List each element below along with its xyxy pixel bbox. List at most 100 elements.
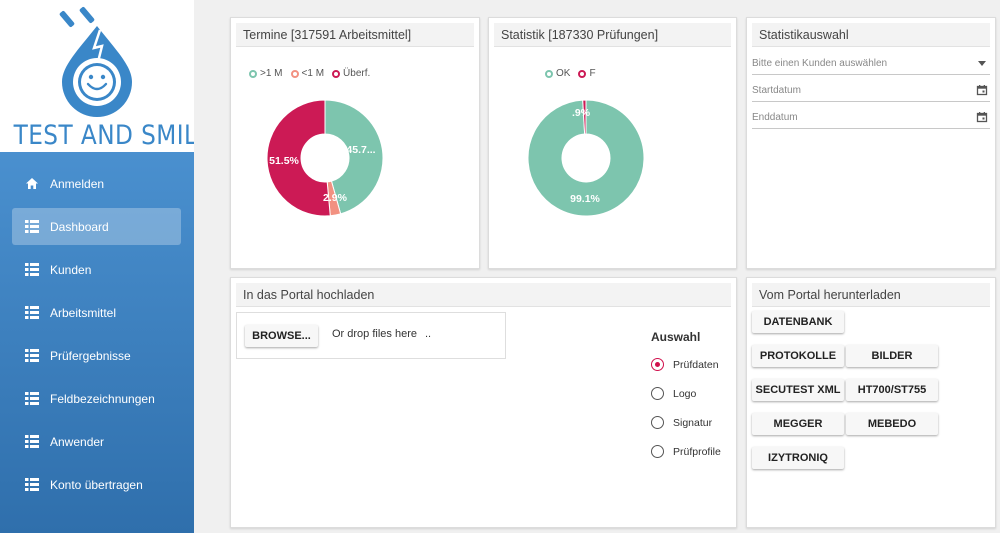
download-button-secutest-xml[interactable]: SECUTEST XML — [752, 379, 844, 401]
calendar-icon[interactable] — [976, 84, 988, 99]
list-icon — [24, 435, 39, 449]
legend-item[interactable]: >1 M — [249, 68, 283, 79]
pie-data-label: 99.1% — [570, 193, 600, 205]
list-icon — [24, 306, 39, 320]
termine-donut-chart: 45.7... 2.9% 51.5% — [266, 99, 384, 217]
home-icon — [24, 177, 39, 191]
legend-label: <1 M — [301, 68, 325, 79]
upload-card: In das Portal hochladen BROWSE... Or dro… — [230, 277, 737, 528]
customer-select[interactable]: Bitte einen Kunden auswählen — [752, 51, 990, 75]
radio-button-icon[interactable] — [651, 358, 664, 371]
start-date-field[interactable]: Startdatum — [752, 78, 990, 102]
pie-data-label: .9% — [572, 107, 591, 119]
sidebar-item-pr-fergebnisse[interactable]: Prüfergebnisse — [12, 337, 181, 374]
pie-data-label: 2.9% — [323, 192, 348, 204]
pie-data-label: 51.5% — [269, 155, 299, 167]
main-content: Termine [317591 Arbeitsmittel] >1 M <1 M Ü… — [194, 0, 1000, 533]
legend-marker-icon — [545, 69, 553, 78]
statistikauswahl-card: Statistikauswahl Bitte einen Kunden ausw… — [746, 17, 996, 269]
logo-area: TEST AND SMILE — [0, 0, 213, 152]
list-icon — [24, 263, 39, 277]
brand-logo-icon — [59, 6, 132, 117]
download-button-ht700-st755[interactable]: HT700/ST755 — [846, 379, 938, 401]
caret-down-icon[interactable] — [976, 57, 988, 72]
sidebar-item-label: Prüfergebnisse — [50, 348, 131, 363]
download-card: Vom Portal herunterladen DATENBANK PROTOK… — [746, 277, 996, 528]
sidebar-item-arbeitsmittel[interactable]: Arbeitsmittel — [12, 294, 181, 331]
radio-option-pr-fprofile[interactable]: Prüfprofile — [651, 445, 721, 458]
sidebar-item-label: Dashboard — [50, 219, 109, 234]
sidebar-nav: Anmelden Dashboard Kunden Arbeitsmittel Prüf… — [0, 152, 194, 533]
legend-item[interactable]: F — [578, 68, 596, 79]
sidebar-item-label: Arbeitsmittel — [50, 305, 117, 320]
download-title: Vom Portal herunterladen — [752, 283, 990, 307]
download-button-datenbank[interactable]: DATENBANK — [752, 311, 844, 333]
radio-option-pr-fdaten[interactable]: Prüfdaten — [651, 358, 719, 371]
auswahl-heading: Auswahl — [651, 330, 701, 344]
statistik-card: Statistik [187330 Prüfungen] OK F 99.1% .9… — [488, 17, 737, 269]
list-icon — [24, 349, 39, 363]
statistikauswahl-title: Statistikauswahl — [752, 23, 990, 47]
radio-button-icon[interactable] — [651, 387, 664, 400]
pie-slice-f[interactable] — [582, 99, 587, 135]
list-icon — [24, 220, 39, 234]
sidebar-item-label: Konto übertragen — [50, 477, 143, 492]
statistik-legend: OK F — [545, 68, 596, 79]
radio-button-icon[interactable] — [651, 445, 664, 458]
sidebar-item-kunden[interactable]: Kunden — [12, 251, 181, 288]
legend-label: OK — [556, 68, 571, 79]
legend-marker-icon — [249, 69, 257, 78]
legend-label: F — [589, 68, 596, 79]
legend-item[interactable]: Überf. — [332, 68, 370, 79]
drop-files-dots: .. — [425, 328, 432, 340]
sidebar: TEST AND SMILE Anmelden Dashboard Kunden Ar… — [0, 0, 213, 533]
pie-slice-ok[interactable] — [527, 99, 645, 217]
radio-option-label: Signatur — [673, 416, 713, 429]
legend-item[interactable]: OK — [545, 68, 570, 79]
start-date-label: Startdatum — [752, 85, 801, 96]
statistik-donut-chart: 99.1% .9% — [527, 99, 645, 217]
legend-label: >1 M — [260, 68, 283, 79]
legend-marker-icon — [578, 69, 587, 78]
sidebar-item-dashboard[interactable]: Dashboard — [12, 208, 181, 245]
brand-name: TEST AND SMILE — [13, 120, 213, 151]
legend-label: Überf. — [343, 68, 371, 79]
calendar-icon[interactable] — [976, 111, 988, 126]
sidebar-item-anmelden[interactable]: Anmelden — [12, 165, 181, 202]
sidebar-item-anwender[interactable]: Anwender — [12, 423, 181, 460]
sidebar-item-label: Kunden — [50, 262, 92, 277]
sidebar-item-feldbezeichnungen[interactable]: Feldbezeichnungen — [12, 380, 181, 417]
browse-button[interactable]: BROWSE... — [245, 325, 318, 347]
download-button-bilder[interactable]: BILDER — [846, 345, 938, 367]
sidebar-item-konto-bertragen[interactable]: Konto übertragen — [12, 466, 181, 503]
download-button-mebedo[interactable]: MEBEDO — [846, 413, 938, 435]
list-icon — [24, 392, 39, 406]
termine-card: Termine [317591 Arbeitsmittel] >1 M <1 M Ü… — [230, 17, 480, 269]
radio-option-logo[interactable]: Logo — [651, 387, 696, 400]
drop-files-text: Or drop files here — [332, 328, 417, 340]
radio-option-signatur[interactable]: Signatur — [651, 416, 712, 429]
pie-data-label: 45.7... — [346, 144, 375, 156]
legend-marker-icon — [290, 69, 299, 78]
radio-button-icon[interactable] — [651, 416, 664, 429]
end-date-field[interactable]: Enddatum — [752, 105, 990, 129]
list-icon — [24, 478, 39, 492]
upload-title: In das Portal hochladen — [236, 283, 731, 307]
customer-select-placeholder: Bitte einen Kunden auswählen — [752, 58, 888, 69]
radio-option-label: Prüfprofile — [673, 445, 721, 458]
sidebar-item-label: Anwender — [50, 434, 105, 449]
statistik-title: Statistik [187330 Prüfungen] — [494, 23, 731, 47]
legend-item[interactable]: <1 M — [290, 68, 325, 79]
download-button-megger[interactable]: MEGGER — [752, 413, 844, 435]
download-button-protokolle[interactable]: PROTOKOLLE — [752, 345, 844, 367]
sidebar-item-label: Anmelden — [50, 176, 105, 191]
pie-slice--berf-[interactable] — [266, 99, 331, 217]
download-button-izytroniq[interactable]: IZYTRONIQ — [752, 447, 844, 469]
sidebar-item-label: Feldbezeichnungen — [50, 391, 155, 406]
radio-option-label: Logo — [673, 387, 697, 400]
upload-dropzone[interactable]: BROWSE... Or drop files here .. — [236, 312, 506, 359]
pie-slice--1-m[interactable] — [324, 99, 384, 215]
end-date-label: Enddatum — [752, 112, 798, 123]
termine-legend: >1 M <1 M Überf. — [249, 68, 370, 79]
legend-marker-icon — [332, 69, 341, 78]
